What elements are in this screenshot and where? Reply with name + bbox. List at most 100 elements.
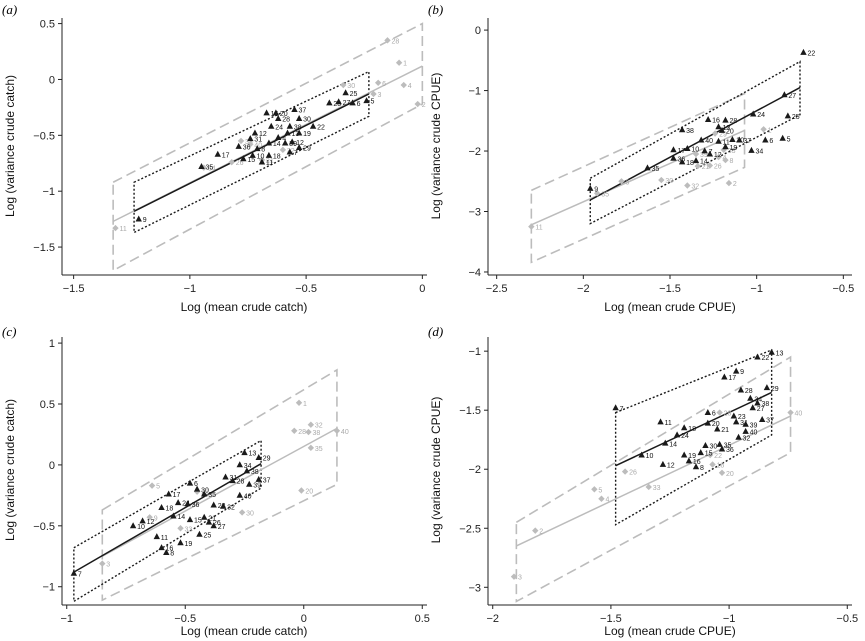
point-label: 7 <box>620 406 624 413</box>
grey-point-marker <box>715 153 722 161</box>
point-label: 11 <box>266 160 273 167</box>
point-label: 26 <box>629 470 637 477</box>
y-tick-label: 0.5 <box>40 19 55 31</box>
x-tick-label: 0 <box>419 283 425 295</box>
point-label: 28 <box>391 38 399 45</box>
point-label: 40 <box>341 429 349 436</box>
point-label: 11 <box>535 225 542 232</box>
y-axis-title: Log (variance crude catch) <box>3 399 17 541</box>
y-tick-label: −1 <box>468 346 481 358</box>
point-label: 2 <box>539 529 543 536</box>
dark-point-marker <box>644 164 651 171</box>
point-label: 11 <box>723 139 730 146</box>
grey-point-marker <box>711 130 719 137</box>
dark-point-marker <box>295 129 303 136</box>
point-label: 16 <box>166 546 174 553</box>
point-label: 34 <box>244 463 252 470</box>
point-label: 29 <box>771 386 779 393</box>
grey-point-marker <box>645 483 652 491</box>
dark-point-marker <box>210 522 217 529</box>
point-label: 36 <box>726 447 734 454</box>
dark-point-marker <box>241 449 248 456</box>
grey-point-marker <box>146 514 153 521</box>
point-label: 16 <box>693 459 701 466</box>
dark-point-marker <box>198 163 205 170</box>
point-label: 1 <box>303 401 307 408</box>
point-label: 30 <box>709 444 717 451</box>
point-label: 15 <box>705 451 713 458</box>
point-label: 15 <box>194 518 202 525</box>
dark-point-marker <box>174 499 182 506</box>
dark-point-marker <box>702 442 709 449</box>
point-label: 37 <box>298 108 306 115</box>
dark-point-marker <box>673 431 681 438</box>
point-label: 9 <box>143 217 147 224</box>
point-label: 21 <box>721 427 729 434</box>
dark-point-marker <box>342 89 349 96</box>
grey-point-marker <box>177 525 184 532</box>
dark-point-marker <box>704 419 712 426</box>
dark-point-marker <box>698 136 705 143</box>
grey-point-marker <box>716 409 723 416</box>
point-label: 27 <box>218 524 226 531</box>
point-label: 33 <box>653 485 661 492</box>
dark-point-marker <box>236 461 243 468</box>
point-label: 25 <box>350 91 358 98</box>
dark-point-marker <box>158 544 165 551</box>
dark-point-marker <box>284 129 291 136</box>
point-label: 26 <box>213 520 221 527</box>
y-axis-title: Log (variance crude catch) <box>3 75 17 217</box>
point-label: 33 <box>185 526 193 533</box>
panel-label: (c) <box>2 324 16 339</box>
point-label: 8 <box>261 147 265 154</box>
dark-point-marker <box>70 569 78 576</box>
dark-point-marker <box>781 91 788 98</box>
dark-point-marker <box>680 451 688 458</box>
point-label: 28 <box>745 388 753 395</box>
grey-point-marker <box>621 468 629 475</box>
dark-point-marker <box>692 463 700 470</box>
dark-point-marker <box>736 136 743 143</box>
dark-point-marker <box>763 384 771 391</box>
x-tick-label: −1.5 <box>63 283 85 295</box>
dark-point-marker <box>326 99 333 106</box>
grey-point-marker <box>591 486 598 493</box>
dark-point-marker <box>263 109 270 116</box>
point-label: 28 <box>282 117 290 124</box>
x-tick-label: −2 <box>486 613 499 625</box>
grey-point-marker <box>400 81 407 89</box>
point-label: 31 <box>254 137 262 144</box>
y-axis-title: Log (variance crude CPUE) <box>429 73 443 220</box>
dark-point-marker <box>258 158 266 165</box>
point-label: 16 <box>712 118 720 125</box>
grey-point-marker <box>598 495 605 502</box>
y-tick-label: −1 <box>42 582 55 594</box>
dark-point-marker <box>718 126 726 133</box>
grey-regression-line <box>101 427 338 557</box>
dark-point-marker <box>715 137 722 144</box>
point-label: 15 <box>247 157 255 164</box>
point-label: 24 <box>757 112 765 119</box>
y-tick-label: −0.5 <box>33 130 55 142</box>
point-label: 29 <box>719 131 727 138</box>
point-label: 33 <box>728 148 736 155</box>
dark-point-marker <box>255 475 262 482</box>
grey-point-marker <box>384 37 391 44</box>
grey-point-marker <box>291 427 298 434</box>
point-label: 35 <box>651 166 659 173</box>
dark-point-marker <box>129 522 137 529</box>
grey-point-marker <box>760 126 767 133</box>
grey-point-marker <box>709 461 716 468</box>
dark-point-marker <box>286 148 294 155</box>
point-label: 40 <box>254 142 262 149</box>
dark-point-marker <box>638 451 645 458</box>
dark-point-marker <box>735 433 742 440</box>
dark-point-marker <box>730 412 738 419</box>
dark-envelope <box>614 348 773 526</box>
point-label: 30 <box>665 178 673 185</box>
point-label: 19 <box>729 145 737 152</box>
dark-point-marker <box>742 427 749 434</box>
dark-point-marker <box>246 480 253 487</box>
grey-point-marker <box>658 176 665 184</box>
dark-point-marker <box>704 115 712 122</box>
